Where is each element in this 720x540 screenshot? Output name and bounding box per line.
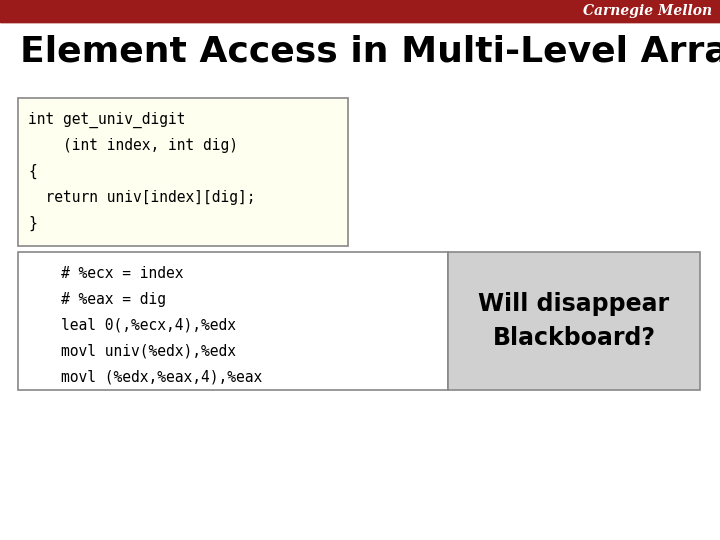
Text: # %eax = dig: # %eax = dig bbox=[26, 292, 166, 307]
Text: (int index, int dig): (int index, int dig) bbox=[28, 138, 238, 153]
Text: int get_univ_digit: int get_univ_digit bbox=[28, 112, 186, 128]
Bar bbox=[18, 98, 348, 246]
Text: }: } bbox=[28, 216, 37, 231]
Text: leal 0(,%ecx,4),%edx: leal 0(,%ecx,4),%edx bbox=[26, 318, 236, 333]
Text: # %ecx = index: # %ecx = index bbox=[26, 266, 184, 281]
Text: movl (%edx,%eax,4),%eax: movl (%edx,%eax,4),%eax bbox=[26, 370, 262, 385]
Text: movl univ(%edx),%edx: movl univ(%edx),%edx bbox=[26, 344, 236, 359]
Text: Element Access in Multi-Level Array: Element Access in Multi-Level Array bbox=[20, 35, 720, 69]
Bar bbox=[448, 252, 700, 390]
Bar bbox=[0, 0, 720, 22]
Bar bbox=[0, 0, 720, 22]
Text: return univ[index][dig];: return univ[index][dig]; bbox=[28, 190, 256, 205]
Text: Carnegie Mellon: Carnegie Mellon bbox=[583, 4, 712, 18]
Text: {: { bbox=[28, 164, 37, 179]
Bar bbox=[18, 252, 448, 390]
Text: Will disappear
Blackboard?: Will disappear Blackboard? bbox=[478, 292, 670, 350]
